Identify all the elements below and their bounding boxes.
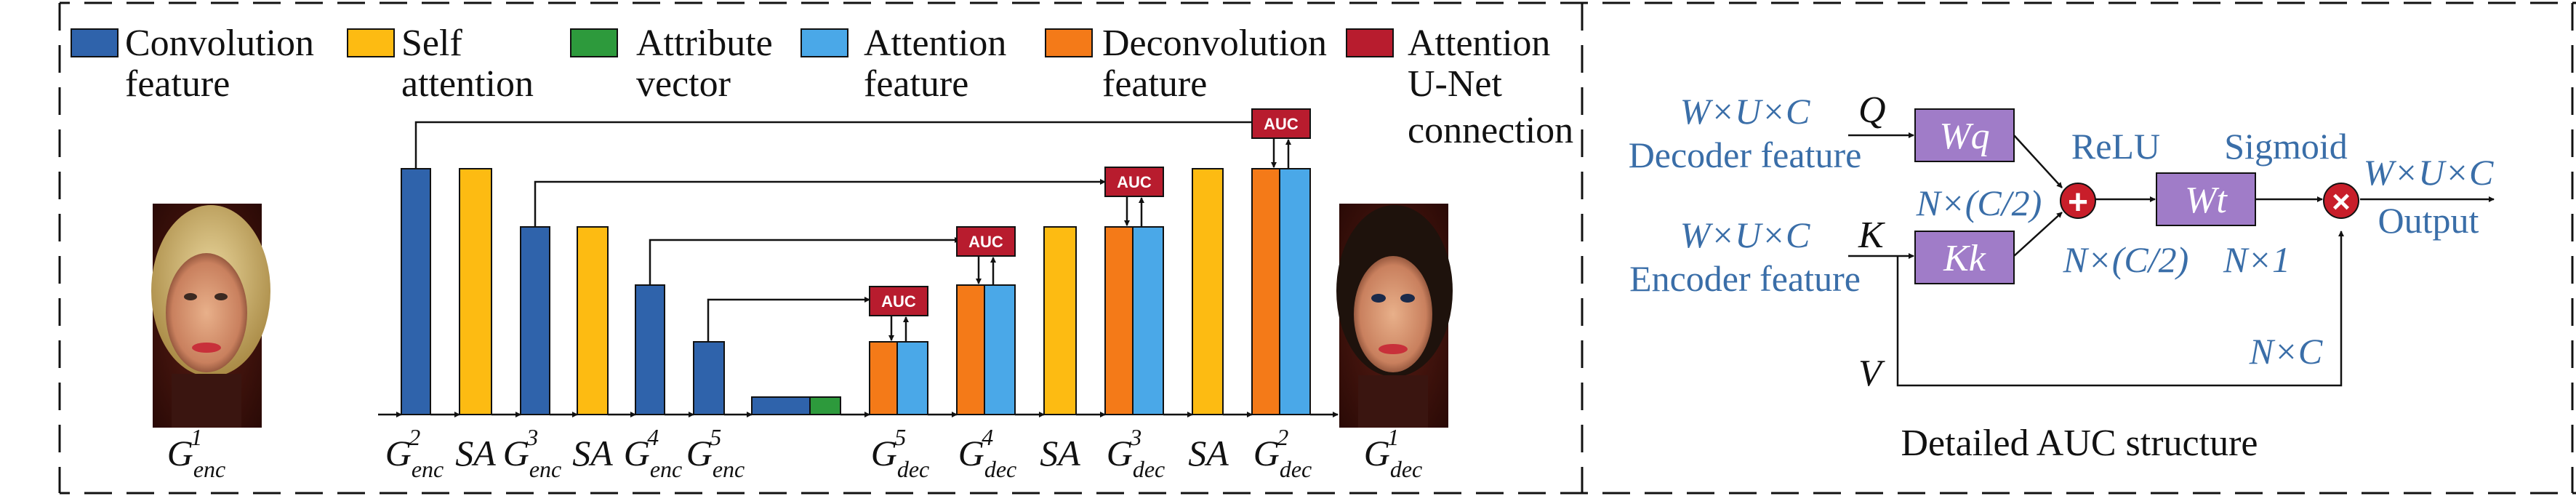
svg-text:Genc5: Genc5 (686, 424, 745, 482)
block-dec4-att (984, 284, 1016, 415)
legend-unet-line2: U-Net (1408, 63, 1503, 105)
decoder-blocks (869, 168, 1311, 415)
block-attribute (809, 396, 841, 415)
svg-text:SA: SA (572, 433, 613, 473)
legend-attr-line2: vector (636, 63, 731, 105)
block-sa1 (459, 168, 492, 415)
legend-swatch-conv (71, 28, 119, 57)
legend-deconv-line2: feature (1102, 63, 1207, 105)
k-label: K (1858, 215, 1885, 256)
legend-swatch-att (801, 28, 848, 57)
auc-detail: W×U×C Decoder feature W×U×C Encoder feat… (1629, 89, 2495, 464)
auc-box-1 (869, 286, 928, 316)
n-c-label: N×C (2249, 331, 2323, 372)
auc-boxes: AUC AUC AUC AUC (869, 108, 1311, 316)
legend-swatch-attr (570, 28, 618, 57)
block-sa3 (1043, 226, 1077, 415)
encoder-dims: W×U×C (1680, 215, 1810, 255)
n-c2-left: N×(C/2) (1916, 183, 2042, 223)
block-dec4-deconv (956, 284, 985, 415)
legend-unet-line1: Attention (1408, 23, 1550, 64)
block-bottleneck-conv (751, 396, 811, 415)
block-dec3-att (1132, 226, 1164, 415)
block-dec2-att (1279, 168, 1311, 415)
legend-sa-line2: attention (401, 63, 534, 105)
svg-text:Genc1: Genc1 (167, 424, 226, 482)
block-dec5-deconv (869, 341, 898, 415)
encoder-feature-label: Encoder feature (1629, 258, 1861, 299)
svg-text:SA: SA (1188, 433, 1229, 473)
block-sa4 (1192, 168, 1224, 415)
plus-symbol: + (2068, 183, 2088, 222)
auc-label-3: AUC (1117, 173, 1152, 191)
svg-text:Gdec1: Gdec1 (1364, 424, 1423, 482)
legend-swatch-unet (1346, 28, 1394, 57)
auc-box-4 (1251, 108, 1311, 139)
svg-text:Genc4: Genc4 (624, 424, 683, 482)
encoder-blocks (401, 168, 841, 415)
kk-box (1914, 231, 2015, 284)
multiply-op-icon (2323, 183, 2359, 219)
auc-box-2 (956, 226, 1016, 257)
add-op-icon (2060, 183, 2096, 219)
legend-swatch-sa (347, 28, 395, 57)
svg-text:Gdec2: Gdec2 (1253, 424, 1312, 482)
svg-text:SA: SA (455, 433, 496, 473)
sigmoid-label: Sigmoid (2224, 126, 2347, 167)
block-dec2-deconv (1251, 168, 1280, 415)
auc-label-4: AUC (1264, 115, 1299, 133)
wt-label: Wt (2185, 180, 2228, 221)
legend-conv-line1: Convolution (125, 23, 314, 64)
auc-box-3 (1104, 167, 1164, 197)
q-label: Q (1858, 89, 1886, 131)
block-enc5 (693, 341, 725, 415)
relu-label: ReLU (2071, 126, 2160, 167)
legend-unet-line3: connection (1408, 110, 1573, 151)
legend-swatch-deconv (1045, 28, 1093, 57)
block-enc2 (401, 168, 431, 415)
svg-text:SA: SA (1040, 433, 1080, 473)
legend-att-line1: Attention (864, 23, 1006, 64)
n-c2-right: N×(C/2) (2063, 239, 2189, 280)
decoder-feature-label: Decoder feature (1629, 135, 1862, 175)
auc-caption: Detailed AUC structure (1901, 423, 2258, 464)
output-dims: W×U×C (2364, 152, 2494, 193)
v-label: V (1858, 353, 1885, 394)
wq-label: Wq (1939, 116, 1989, 157)
block-dec5-att (896, 341, 928, 415)
decoder-dims: W×U×C (1680, 91, 1810, 132)
wq-box (1914, 108, 2015, 162)
auc-label-1: AUC (881, 292, 916, 311)
wt-box (2156, 172, 2256, 226)
n-1-label: N×1 (2223, 239, 2290, 280)
svg-text:Genc2: Genc2 (385, 424, 444, 482)
input-face-image (151, 204, 270, 428)
block-enc3 (520, 226, 550, 415)
svg-text:Gdec4: Gdec4 (958, 424, 1017, 482)
legend-deconv-line1: Deconvolution (1102, 23, 1327, 64)
times-symbol: × (2332, 184, 2351, 220)
skip-connections (414, 119, 1291, 342)
auc-label-2: AUC (968, 233, 1003, 251)
legend-att-line2: feature (864, 63, 968, 105)
block-dec3-deconv (1104, 226, 1133, 415)
svg-text:Gdec5: Gdec5 (871, 424, 930, 482)
svg-text:Genc3: Genc3 (503, 424, 562, 482)
legend: Convolution feature Self attention Attri… (71, 23, 1573, 151)
output-label: Output (2378, 200, 2479, 241)
output-face-image (1336, 204, 1453, 428)
svg-text:Gdec3: Gdec3 (1107, 424, 1165, 482)
legend-conv-line2: feature (125, 63, 230, 105)
legend-sa-line1: Self (401, 23, 462, 64)
block-enc4 (635, 284, 665, 415)
bottom-labels: Genc1 Genc2 SA Genc3 SA Genc4 Genc5 Gdec… (167, 424, 1423, 482)
kk-label: Kk (1943, 238, 1986, 279)
block-sa2 (577, 226, 609, 415)
legend-attr-line1: Attribute (636, 23, 773, 64)
